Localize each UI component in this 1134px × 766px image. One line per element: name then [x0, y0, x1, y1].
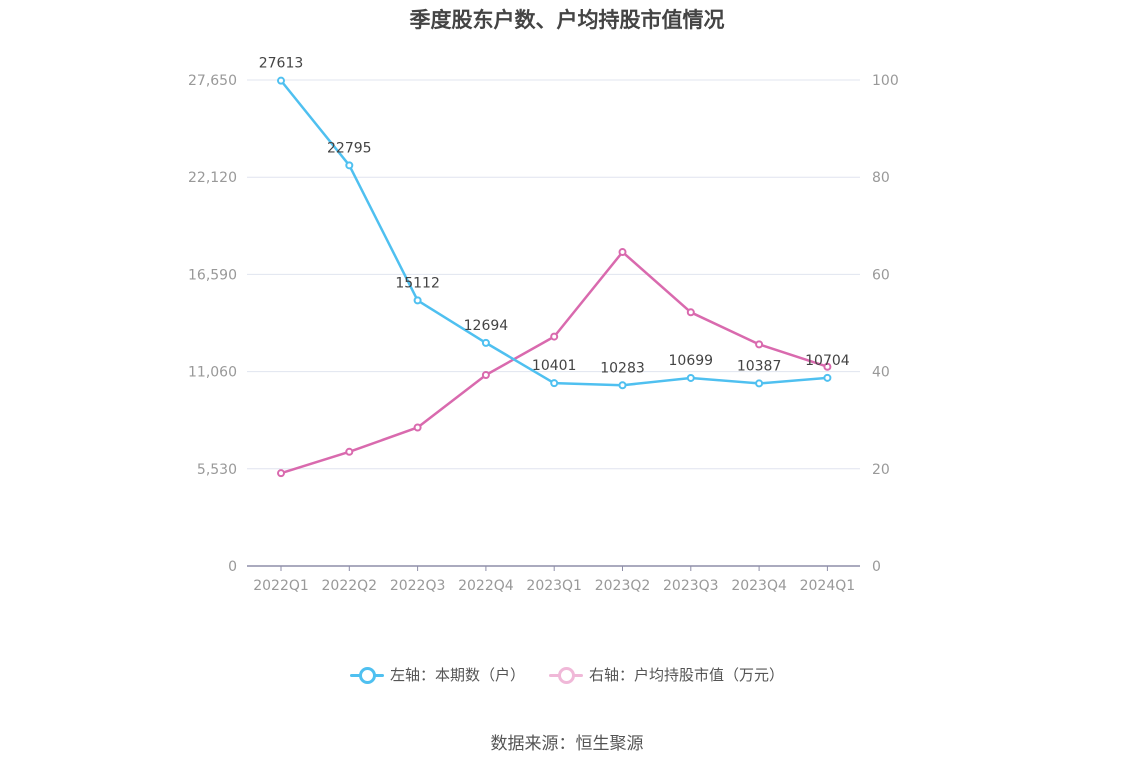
data-point — [550, 332, 559, 341]
left-tick-label: 16,590 — [188, 267, 237, 283]
left-tick-label: 27,650 — [188, 73, 237, 89]
data-label: 10699 — [669, 353, 714, 369]
x-tick-label: 2022Q4 — [458, 578, 514, 594]
data-labels: 27613 22795 15112 12694 10401 10283 10699 10387… — [259, 56, 850, 377]
left-axis-ticks: 0 5,530 11,060 16,590 22,120 27,650 — [188, 73, 237, 575]
data-point — [686, 373, 695, 382]
data-label: 12694 — [464, 318, 509, 334]
legend-swatch-pink-icon — [549, 666, 583, 684]
legend-label-right: 右轴：户均持股市值（万元） — [589, 666, 785, 684]
data-point — [823, 362, 832, 371]
data-label: 27613 — [259, 56, 304, 72]
x-tick-label: 2023Q2 — [595, 578, 651, 594]
left-tick-label: 0 — [228, 559, 237, 575]
data-point — [277, 469, 285, 478]
right-tick-label: 80 — [872, 170, 890, 186]
data-label: 15112 — [395, 275, 440, 291]
data-point — [481, 338, 490, 347]
line-chart: 0 5,530 11,060 16,590 22,120 27,650 0 20 40 60 80… — [188, 56, 899, 594]
data-label: 10283 — [600, 360, 645, 376]
data-point — [618, 248, 627, 257]
x-tick-label: 2023Q3 — [663, 578, 719, 594]
x-tick-label: 2023Q1 — [526, 578, 582, 594]
data-point — [755, 379, 764, 388]
data-point — [413, 423, 422, 432]
data-point — [413, 296, 422, 305]
data-point — [550, 379, 559, 388]
data-point — [686, 308, 695, 317]
data-point — [755, 340, 764, 349]
legend-item-left-series[interactable]: 左轴：本期数（户） — [349, 664, 525, 685]
x-tick-label: 2022Q3 — [390, 578, 446, 594]
data-point — [618, 381, 627, 390]
right-tick-label: 40 — [872, 365, 890, 381]
data-label: 10704 — [805, 353, 850, 369]
left-tick-label: 11,060 — [188, 365, 237, 381]
legend-label-left: 左轴：本期数（户） — [389, 666, 525, 684]
series-points — [277, 76, 832, 478]
data-point — [345, 161, 354, 170]
right-tick-label: 60 — [872, 267, 890, 283]
source-note: 数据来源：恒生聚源 — [490, 734, 644, 754]
x-axis-ticks: 2022Q1 2022Q2 2022Q3 2022Q4 2023Q1 2023Q2 2023… — [253, 566, 855, 594]
data-point — [823, 373, 832, 382]
data-point — [277, 76, 285, 85]
data-point — [481, 371, 490, 380]
legend-swatch-blue-icon — [349, 666, 384, 684]
left-tick-label: 22,120 — [188, 170, 237, 186]
right-tick-label: 0 — [872, 559, 881, 575]
legend: 左轴：本期数（户） 右轴：户均持股市值（万元） — [0, 664, 1134, 685]
right-axis-ticks: 0 20 40 60 80 100 — [872, 73, 899, 575]
x-tick-label: 2022Q2 — [322, 578, 378, 594]
grid-lines — [247, 79, 860, 567]
right-tick-label: 100 — [872, 73, 899, 89]
data-point — [345, 447, 354, 456]
left-tick-label: 5,530 — [197, 462, 237, 478]
data-label: 10387 — [737, 358, 782, 374]
x-tick-label: 2023Q4 — [731, 578, 787, 594]
data-label: 10401 — [532, 358, 577, 374]
data-label: 22795 — [327, 140, 372, 156]
chart-title: 季度股东户数、户均持股市值情况 — [409, 8, 725, 32]
legend-item-right-series[interactable]: 右轴：户均持股市值（万元） — [549, 664, 784, 685]
x-tick-label: 2022Q1 — [253, 578, 309, 594]
right-tick-label: 20 — [872, 462, 890, 478]
x-tick-label: 2024Q1 — [800, 578, 856, 594]
